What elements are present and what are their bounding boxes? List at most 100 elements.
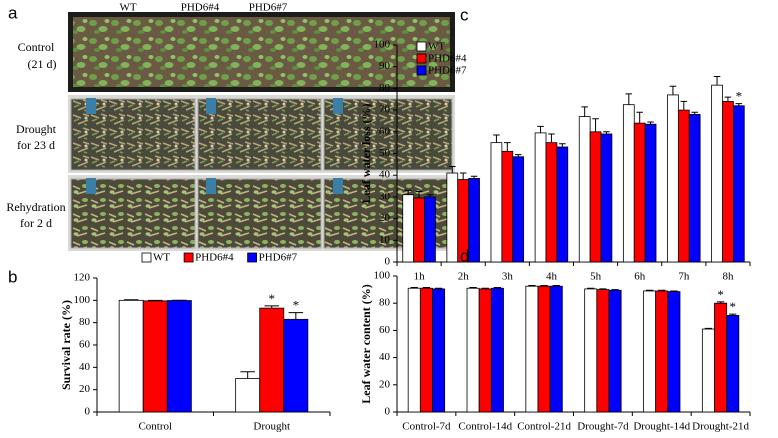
- x-tick-label: Control-14d: [458, 421, 512, 433]
- error-bar: [470, 175, 478, 179]
- error-bar: [459, 172, 467, 180]
- legend-swatch: [141, 252, 152, 263]
- error-bar: [587, 287, 595, 289]
- error-bar: [415, 190, 423, 198]
- x-tick-label: Control-7d: [402, 421, 451, 433]
- error-bar: [669, 85, 677, 95]
- bar: [525, 285, 539, 413]
- bar: [235, 378, 261, 413]
- y-tick-label: 0: [85, 406, 91, 418]
- bar: [402, 194, 415, 263]
- bar: [667, 291, 681, 413]
- bar: [677, 109, 690, 263]
- significance: *: [269, 291, 276, 306]
- error-bar: [552, 285, 560, 287]
- y-tick-label: 80: [79, 316, 91, 328]
- x-tick-label: Drought-7d: [577, 421, 629, 433]
- y-tick-label: 100: [374, 39, 391, 51]
- error-bar: [559, 143, 566, 147]
- bar: [714, 302, 728, 413]
- tag: [86, 98, 96, 114]
- bar: [608, 289, 622, 413]
- x-tick-label: 3h: [502, 271, 514, 283]
- error-bar: [680, 100, 688, 111]
- error-bar: [123, 299, 139, 301]
- x-tick-label: 6h: [634, 271, 646, 283]
- error-bar: [713, 75, 721, 86]
- error-bar: [704, 327, 713, 330]
- row-label: Rehydration: [6, 200, 65, 214]
- error-bar: [645, 289, 654, 291]
- tag: [333, 98, 343, 114]
- bar: [701, 328, 715, 413]
- bar: [589, 131, 602, 263]
- bar: [600, 133, 613, 263]
- x-tick-label: Drought: [253, 421, 290, 433]
- y-tick-label: 40: [379, 169, 391, 181]
- y-tick-label: 40: [379, 351, 391, 363]
- pot: [70, 178, 196, 249]
- y-tick-label: 80: [379, 82, 391, 94]
- error-bar: [264, 305, 279, 309]
- pot: [323, 98, 453, 171]
- photo-drought: [68, 95, 455, 173]
- bar: [413, 197, 425, 263]
- error-bar: [670, 290, 678, 292]
- error-bar: [636, 111, 643, 124]
- bar: [512, 156, 525, 263]
- bar: [688, 114, 701, 263]
- error-bar: [288, 312, 304, 320]
- legend-swatch: [247, 252, 258, 263]
- bar: [732, 105, 745, 263]
- y-tick-label: 100: [374, 270, 391, 282]
- y-tick-label: 100: [74, 294, 91, 306]
- bar: [667, 94, 679, 263]
- y-tick-label: 80: [379, 297, 391, 309]
- chart: b Survival rate (%) 0 20 40 60 80 100 120 Control…: [8, 252, 331, 433]
- bar: [407, 287, 421, 413]
- error-bar: [599, 288, 607, 290]
- bar: [584, 288, 598, 413]
- error-bar: [504, 142, 511, 152]
- error-bar: [691, 111, 698, 115]
- column-label: WT: [119, 2, 136, 14]
- bar: [283, 318, 309, 413]
- bar: [534, 132, 547, 263]
- significance: *: [729, 299, 736, 314]
- legend-swatch: [416, 53, 427, 64]
- bar: [419, 287, 433, 413]
- bar: [466, 287, 480, 413]
- row-label: (21 d): [28, 57, 57, 71]
- y-tick-label: 20: [379, 212, 391, 224]
- significance: *: [293, 298, 300, 313]
- x-tick-label: 1h: [414, 271, 426, 283]
- y-tick-label: 90: [379, 60, 391, 72]
- panel-letter: a: [8, 3, 18, 22]
- photo-panel: a WT PHD6#4 PHD6#7 Control (21 d) Drough…: [6, 2, 455, 251]
- legend-swatch: [416, 65, 427, 76]
- legend-label: PHD6#7: [428, 65, 467, 77]
- legend-swatch: [416, 41, 427, 52]
- y-tick-label: 50: [379, 147, 391, 159]
- column-label: PHD6#7: [249, 2, 288, 14]
- bar: [501, 150, 514, 263]
- error-bar: [537, 125, 544, 133]
- y-axis-label: Survival rate (%): [59, 300, 73, 390]
- pot: [197, 178, 322, 249]
- x-tick-label: Control-21d: [517, 421, 571, 433]
- y-axis-label: Leaf water content (%): [359, 284, 373, 403]
- error-bar: [426, 194, 434, 197]
- bar: [644, 123, 657, 263]
- error-bar: [240, 371, 255, 379]
- bar: [596, 289, 610, 413]
- photo-rehydration: [68, 175, 455, 251]
- chart: c Leaf water loss (%) 0 10 20 30 40 50 60 70 80 90 1…: [359, 5, 751, 283]
- error-bar: [148, 299, 163, 301]
- y-axis-label: Leaf water loss (%): [359, 103, 373, 203]
- y-tick-label: 120: [74, 272, 91, 284]
- legend-label: WT: [153, 252, 170, 264]
- bar: [537, 285, 551, 413]
- tag: [86, 178, 96, 194]
- legend-label: PHD6#4: [428, 53, 467, 65]
